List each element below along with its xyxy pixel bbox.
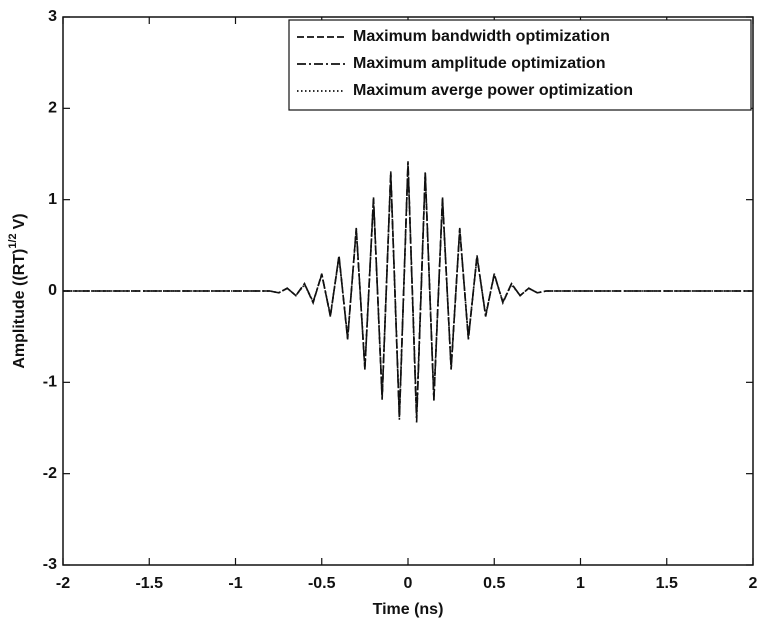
x-tick-label: -1.5 (135, 575, 163, 592)
y-tick-label: -3 (43, 556, 57, 573)
y-label-text: Amplitude ((RT) (11, 249, 28, 369)
plot-frame (62, 16, 754, 566)
x-tick-label: -0.5 (308, 575, 336, 592)
x-tick-label: 0 (404, 575, 413, 592)
legend-box (288, 19, 752, 111)
x-tick-label: 2 (749, 575, 757, 592)
y-axis-label: Amplitude ((RT)1/2 V) (7, 213, 28, 368)
x-axis-label: Time (ns) (373, 601, 444, 618)
x-tick-label: -1 (228, 575, 242, 592)
series-line (63, 163, 753, 423)
y-label-unit: V) (11, 213, 28, 229)
y-tick-label: 2 (48, 100, 57, 117)
y-label-superscript: 1/2 (7, 233, 19, 248)
legend-label: Maximum averge power optimization (353, 82, 633, 99)
legend-label: Maximum amplitude optimization (353, 55, 605, 72)
x-tick-label: 1.5 (656, 575, 678, 592)
x-tick-label: 0.5 (483, 575, 505, 592)
y-tick-label: -1 (43, 374, 57, 391)
y-tick-label: 3 (48, 8, 57, 25)
series-line (63, 161, 753, 418)
x-tick-label: 1 (576, 575, 585, 592)
y-tick-label: 1 (48, 191, 57, 208)
y-tick-label: 0 (48, 282, 57, 299)
y-tick-label: -2 (43, 465, 57, 482)
x-tick-label: -2 (56, 575, 70, 592)
legend-label: Maximum bandwidth optimization (353, 28, 610, 45)
